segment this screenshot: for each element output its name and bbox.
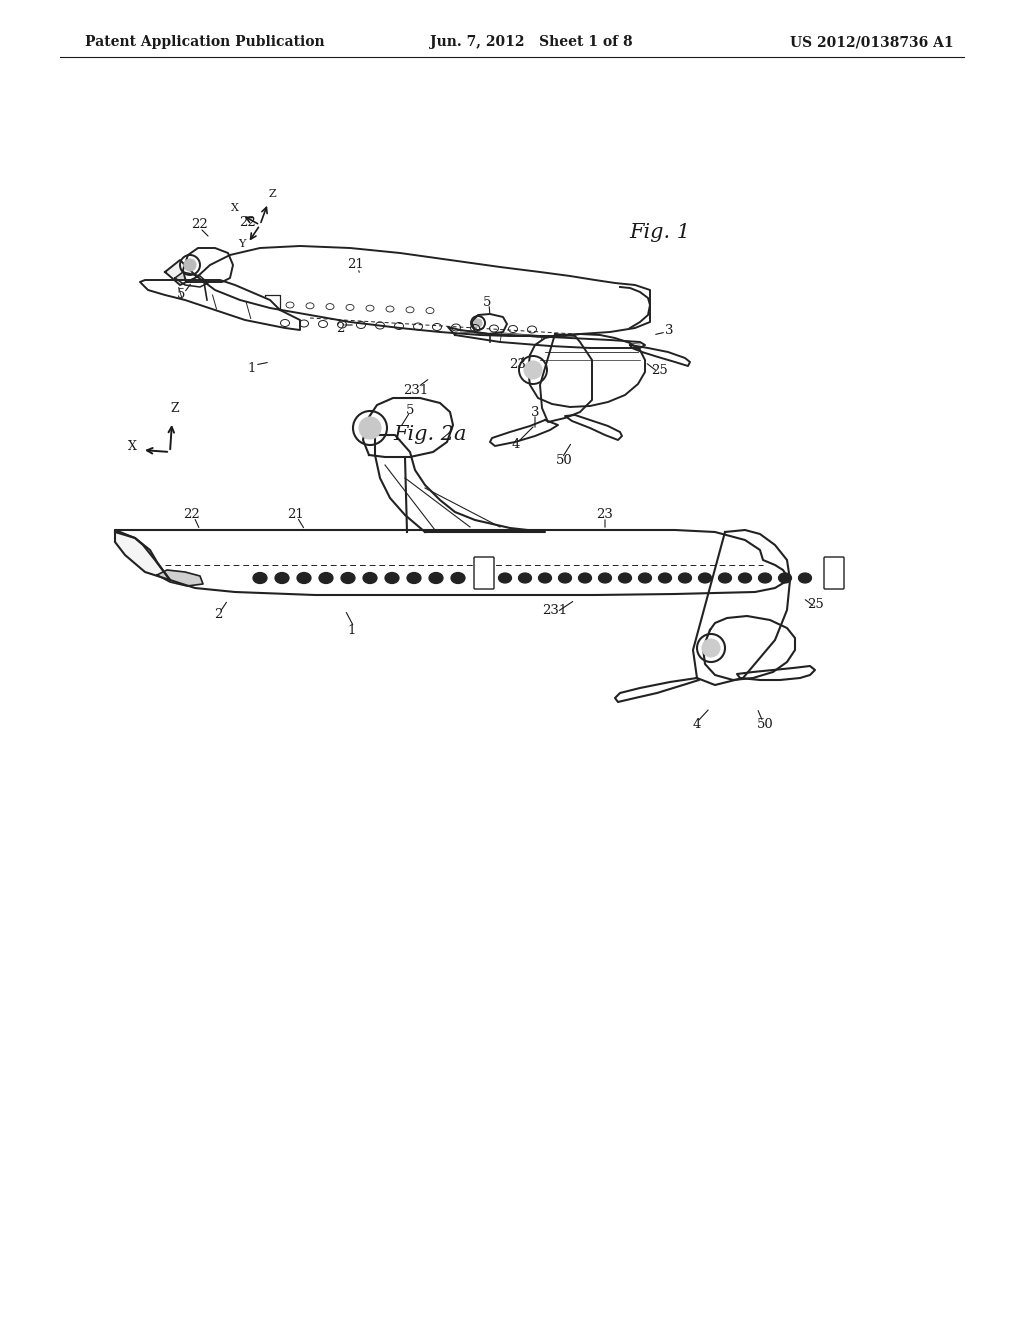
Text: Y: Y — [239, 239, 246, 249]
Ellipse shape — [658, 573, 672, 583]
Polygon shape — [115, 531, 170, 579]
Ellipse shape — [319, 573, 333, 583]
Ellipse shape — [639, 573, 651, 583]
Text: 22: 22 — [191, 219, 208, 231]
Ellipse shape — [539, 573, 552, 583]
Text: Fig. 2a: Fig. 2a — [393, 425, 467, 444]
Polygon shape — [490, 420, 558, 446]
Ellipse shape — [738, 573, 752, 583]
Text: 5: 5 — [177, 289, 185, 301]
Ellipse shape — [341, 573, 355, 583]
FancyBboxPatch shape — [824, 557, 844, 589]
Ellipse shape — [253, 573, 267, 583]
Ellipse shape — [362, 573, 377, 583]
Text: 231: 231 — [543, 603, 567, 616]
Text: 23: 23 — [510, 359, 526, 371]
Polygon shape — [528, 334, 645, 407]
Text: 231: 231 — [403, 384, 429, 396]
Ellipse shape — [598, 573, 611, 583]
Circle shape — [702, 639, 720, 657]
Text: 3: 3 — [530, 405, 540, 418]
Text: 1: 1 — [348, 623, 356, 636]
Text: 2: 2 — [336, 322, 344, 334]
Text: 1: 1 — [248, 362, 256, 375]
Ellipse shape — [799, 573, 811, 583]
Text: 50: 50 — [757, 718, 773, 731]
Text: X: X — [128, 440, 136, 453]
Polygon shape — [615, 678, 699, 702]
Text: 5: 5 — [406, 404, 414, 417]
Ellipse shape — [679, 573, 691, 583]
FancyBboxPatch shape — [474, 557, 494, 589]
Text: 4: 4 — [693, 718, 701, 731]
Polygon shape — [362, 399, 453, 457]
Ellipse shape — [385, 573, 399, 583]
Ellipse shape — [759, 573, 771, 583]
Polygon shape — [737, 667, 815, 680]
Text: 4: 4 — [512, 438, 520, 451]
Ellipse shape — [719, 573, 731, 583]
Text: 21: 21 — [347, 259, 364, 272]
Polygon shape — [175, 272, 208, 286]
Polygon shape — [165, 260, 197, 285]
Text: 5: 5 — [482, 296, 492, 309]
Text: Z: Z — [171, 403, 179, 414]
Ellipse shape — [275, 573, 289, 583]
Ellipse shape — [579, 573, 592, 583]
Ellipse shape — [451, 573, 465, 583]
Polygon shape — [630, 345, 690, 366]
Circle shape — [359, 417, 381, 440]
Text: US 2012/0138736 A1: US 2012/0138736 A1 — [790, 36, 953, 49]
Polygon shape — [157, 570, 203, 586]
Text: 23: 23 — [597, 508, 613, 521]
Ellipse shape — [778, 573, 792, 583]
Ellipse shape — [618, 573, 632, 583]
Text: X: X — [231, 203, 239, 213]
Polygon shape — [703, 616, 795, 680]
Circle shape — [184, 259, 196, 271]
Text: 3: 3 — [665, 323, 673, 337]
Text: Z: Z — [268, 189, 275, 199]
Circle shape — [474, 319, 482, 327]
Text: 25: 25 — [807, 598, 823, 611]
Polygon shape — [565, 414, 622, 440]
Text: 50: 50 — [556, 454, 572, 466]
Text: 22: 22 — [239, 215, 255, 228]
Text: Fig. 1: Fig. 1 — [630, 223, 690, 242]
Text: Patent Application Publication: Patent Application Publication — [85, 36, 325, 49]
Ellipse shape — [429, 573, 443, 583]
Ellipse shape — [297, 573, 311, 583]
Polygon shape — [375, 436, 545, 532]
Polygon shape — [183, 248, 233, 282]
Polygon shape — [472, 314, 507, 334]
Polygon shape — [115, 531, 787, 595]
Text: Jun. 7, 2012   Sheet 1 of 8: Jun. 7, 2012 Sheet 1 of 8 — [430, 36, 633, 49]
Ellipse shape — [518, 573, 531, 583]
Text: 25: 25 — [651, 363, 669, 376]
Text: 22: 22 — [183, 508, 201, 521]
Text: 21: 21 — [287, 508, 303, 521]
Ellipse shape — [558, 573, 571, 583]
Circle shape — [524, 360, 542, 379]
Ellipse shape — [698, 573, 712, 583]
Text: 2: 2 — [214, 609, 222, 622]
Polygon shape — [449, 327, 645, 348]
Polygon shape — [140, 280, 300, 330]
Polygon shape — [693, 531, 790, 685]
Ellipse shape — [499, 573, 512, 583]
Polygon shape — [195, 246, 650, 337]
Ellipse shape — [407, 573, 421, 583]
Polygon shape — [540, 334, 592, 422]
